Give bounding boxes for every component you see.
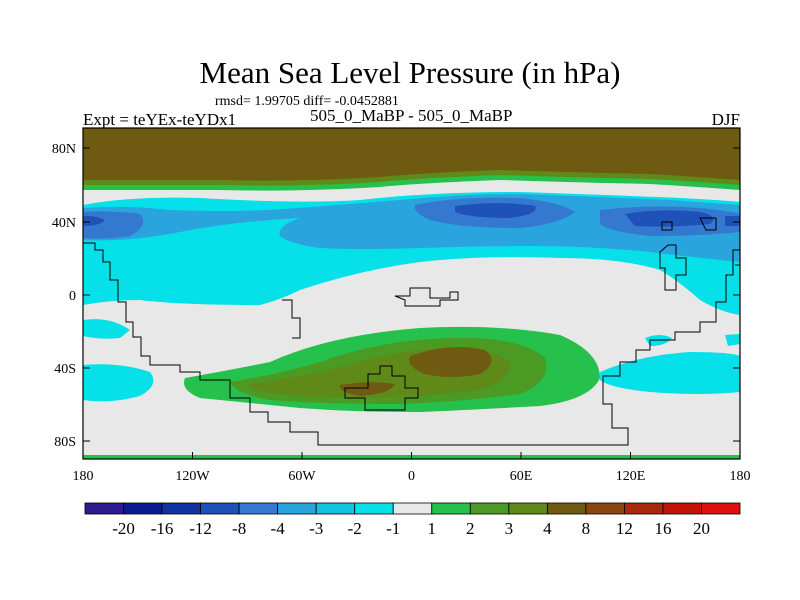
lon-label-180e: 180 (730, 469, 751, 484)
north-belt-mid-blue (83, 194, 740, 262)
colorbar-box (585, 502, 625, 515)
plot-title: Mean Sea Level Pressure (in hPa) (199, 55, 621, 90)
colorbar-box (238, 502, 279, 515)
colorbar-label: -16 (151, 519, 174, 538)
coastline-east-peninsula (659, 217, 740, 291)
lon-axis: 180 120W 60W 0 60E 120E 180 (73, 452, 751, 484)
colorbar-box (431, 502, 471, 515)
colorbar-box (277, 502, 317, 515)
colorbar-label: 12 (616, 519, 633, 538)
lon-label-60e: 60E (510, 469, 533, 484)
lon-label-120e: 120E (616, 469, 646, 484)
colorbar-box (84, 502, 124, 515)
lon-label-180w: 180 (73, 469, 94, 484)
colorbar-label: 16 (654, 519, 671, 538)
colorbar-label: 20 (693, 519, 710, 538)
colorbar-box (546, 502, 587, 515)
south-cell-brown (339, 347, 492, 396)
coastlines (83, 217, 740, 446)
colorbar-label: -8 (232, 519, 246, 538)
lat-label-80n: 80N (52, 142, 76, 157)
colorbar-label: 1 (428, 519, 437, 538)
lon-label-60w: 60W (288, 469, 316, 484)
lat-label-40s: 40S (54, 362, 76, 377)
colorbar-box (508, 502, 548, 515)
lat-axis: 80N 40N 0 40S 80S (52, 142, 740, 450)
colorbar-box (123, 502, 163, 515)
south-light-blue-east (600, 334, 740, 394)
north-belt-blue (83, 197, 740, 239)
coastline-west (83, 242, 740, 446)
colorbar-box (200, 502, 240, 515)
colorbar-label: 4 (543, 519, 552, 538)
colorbar-label: 8 (582, 519, 591, 538)
colorbar-label: -3 (309, 519, 323, 538)
coastline-south-island (344, 365, 419, 411)
colorbar-box (392, 502, 433, 515)
lon-label-0: 0 (408, 469, 415, 484)
colorbar: -20 -16 -12 -8 -4 -3 -2 -1 1 2 3 4 8 12 16 20 (84, 502, 741, 538)
arctic-band-brown (83, 128, 740, 181)
colorbar-label: 3 (505, 519, 514, 538)
coastline-equatorial (282, 287, 459, 339)
north-belt-dark-blue (83, 203, 740, 227)
lat-label-40n: 40N (52, 216, 76, 231)
contour-field (83, 128, 740, 459)
south-light-blue-west (83, 319, 154, 402)
run-comparison-label: 505_0_MaBP - 505_0_MaBP (310, 106, 513, 125)
colorbar-label: -12 (189, 519, 212, 538)
season-label: DJF (711, 110, 740, 129)
colorbar-label: -1 (386, 519, 400, 538)
colorbar-box (315, 502, 356, 515)
lon-label-120w: 120W (175, 469, 210, 484)
colorbar-box (624, 502, 664, 515)
colorbar-box (662, 502, 702, 515)
colorbar-box (469, 502, 510, 515)
stats-line: rmsd= 1.99705 diff= -0.0452881 (215, 94, 399, 109)
colorbar-box (701, 502, 741, 515)
colorbar-box (354, 502, 394, 515)
colorbar-label: 2 (466, 519, 475, 538)
colorbar-box (161, 502, 201, 515)
lat-label-0: 0 (69, 289, 76, 304)
colorbar-label: -2 (348, 519, 362, 538)
experiment-label: Expt = teYEx-teYDx1 (83, 110, 237, 129)
colorbar-label: -4 (271, 519, 286, 538)
colorbar-label: -20 (112, 519, 135, 538)
lat-label-80s: 80S (54, 435, 76, 450)
